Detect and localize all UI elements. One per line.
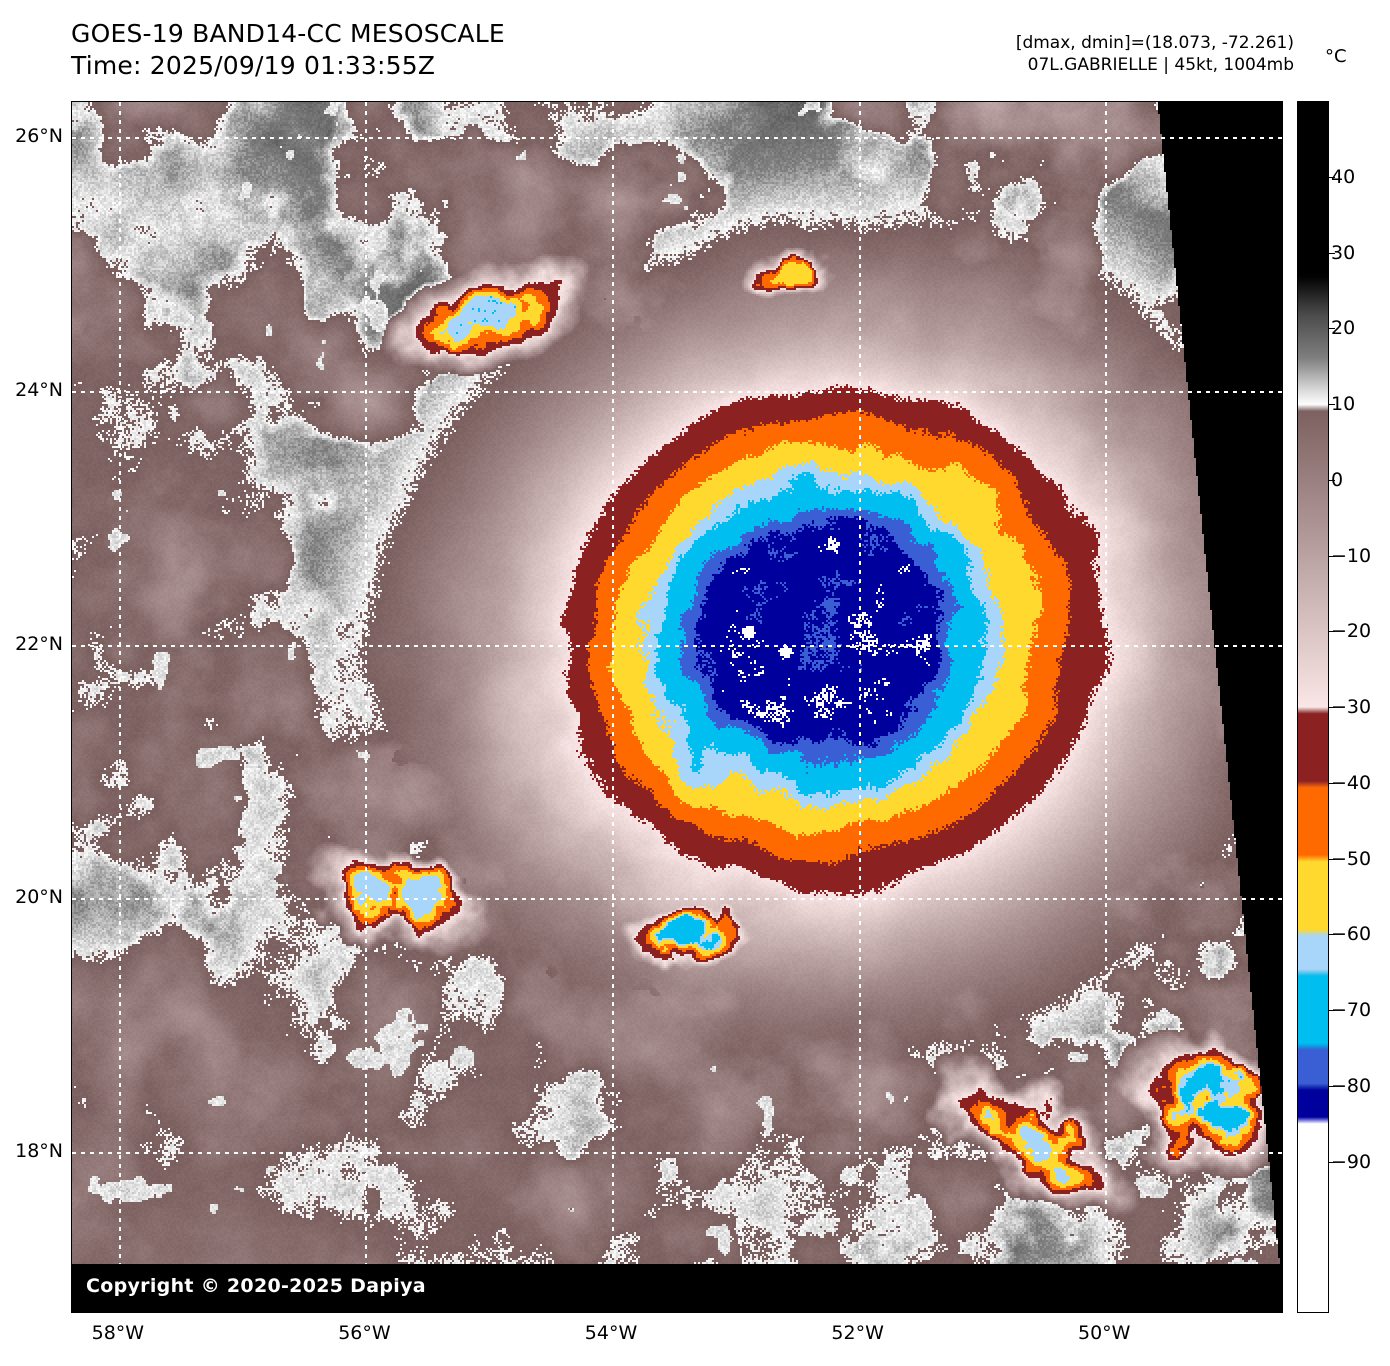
colorbar[interactable] [1297, 101, 1329, 1313]
colorbar-tickmark-12 [1329, 1085, 1335, 1087]
colorbar-tickmark-6 [1329, 631, 1335, 633]
colorbar-tick-4: 0 [1331, 468, 1344, 491]
colorbar-tick-3: 10 [1331, 393, 1356, 415]
lon-tick-label-0: 58°W [91, 1322, 145, 1344]
page-title: GOES-19 BAND14-CC MESOSCALE Time: 2025/0… [71, 18, 505, 82]
lon-tick-label-3: 52°W [831, 1322, 884, 1344]
colorbar-tickmark-13 [1329, 1161, 1335, 1163]
copyright-bar: Copyright © 2020-2025 Dapiya [72, 1264, 1282, 1312]
copyright-text: Copyright © 2020-2025 Dapiya [86, 1275, 426, 1297]
colorbar-tickmark-5 [1329, 555, 1335, 557]
lon-tick-label-4: 50°W [1077, 1322, 1131, 1344]
colorbar-tickmark-3 [1329, 404, 1335, 405]
colorbar-tickmark-2 [1329, 328, 1335, 330]
colorbar-tickmark-0 [1329, 176, 1335, 178]
colorbar-tick-11: −70 [1331, 999, 1372, 1021]
colorbar-tickmark-9 [1329, 858, 1335, 860]
satellite-raster [72, 102, 1282, 1312]
title-product: GOES-19 BAND14-CC MESOSCALE [71, 19, 505, 48]
colorbar-tickmark-10 [1329, 934, 1335, 936]
colorbar-tickmark-1 [1329, 252, 1335, 254]
metadata-block: [dmax, dmin]=(18.073, -72.261) 07L.GABRI… [1016, 32, 1294, 77]
colorbar-tickmark-8 [1329, 782, 1335, 784]
storm-readout: 07L.GABRIELLE | 45kt, 1004mb [1027, 55, 1294, 76]
lon-tick-label-1: 56°W [338, 1322, 391, 1344]
colorbar-tick-5: −10 [1331, 544, 1372, 567]
lat-tick-label-4: 18°N [15, 1139, 63, 1162]
colorbar-tick-8: −40 [1331, 771, 1372, 794]
colorbar-tickmark-7 [1329, 707, 1335, 708]
title-timestamp: Time: 2025/09/19 01:33:55Z [71, 51, 436, 80]
lon-tick-label-2: 54°W [584, 1322, 638, 1344]
colorbar-tick-7: −30 [1331, 696, 1372, 718]
dmax-dmin-readout: [dmax, dmin]=(18.073, -72.261) [1015, 33, 1294, 53]
colorbar-unit-label: °C [1325, 46, 1347, 67]
lat-tick-label-2: 22°N [15, 632, 63, 655]
colorbar-tick-2: 20 [1331, 317, 1356, 340]
colorbar-tickmark-11 [1329, 1010, 1335, 1011]
colorbar-tick-13: −90 [1331, 1150, 1372, 1173]
colorbar-tick-12: −80 [1331, 1074, 1372, 1097]
lat-tick-label-1: 24°N [15, 379, 63, 402]
colorbar-tick-0: 40 [1331, 165, 1356, 188]
colorbar-tick-6: −20 [1331, 620, 1372, 643]
lat-tick-label-3: 20°N [15, 886, 63, 909]
colorbar-tick-10: −60 [1331, 923, 1372, 946]
colorbar-gradient [1298, 102, 1328, 1312]
lat-tick-label-0: 26°N [15, 125, 63, 148]
satellite-image-plot[interactable]: Copyright © 2020-2025 Dapiya [71, 101, 1283, 1313]
colorbar-tickmark-4 [1329, 479, 1335, 481]
colorbar-tick-1: 30 [1331, 241, 1356, 264]
colorbar-tick-9: −50 [1331, 847, 1372, 870]
